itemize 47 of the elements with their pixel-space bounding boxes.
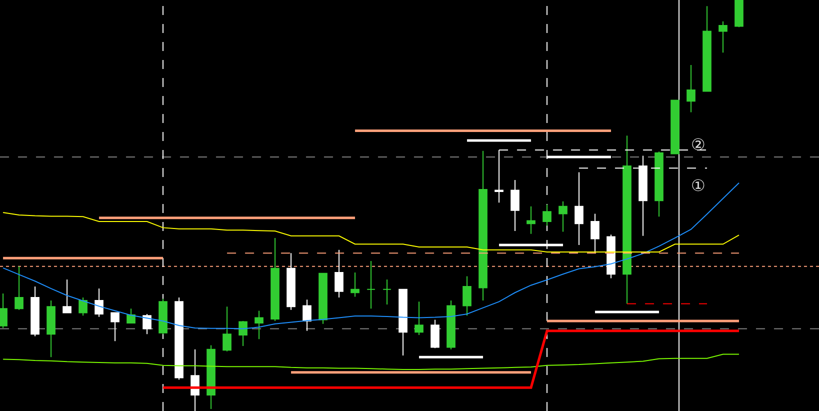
candlestick [510,180,520,232]
candlestick [382,278,392,306]
candlestick [94,288,104,318]
candlestick [590,213,600,254]
candlestick [478,150,488,301]
candlestick [606,234,616,279]
candlestick [734,0,744,28]
candlestick [158,298,168,335]
candlestick [526,206,536,234]
candlestick [542,204,552,226]
candlestick [190,348,200,411]
candlestick [14,266,24,310]
candlestick [78,297,88,316]
candlestick [62,278,72,314]
candlestick [206,344,216,410]
candlestick [238,320,248,347]
candlestick [574,172,584,246]
candlestick [30,286,40,337]
candlestick [334,249,344,298]
annotation: ① [691,176,706,195]
candlestick [462,276,472,316]
candlestick [0,292,8,328]
candlestick [302,299,312,332]
candlestick [702,6,712,92]
candlestick [414,301,424,336]
candlestick [254,310,264,340]
candlestick [350,272,360,298]
candlestick [622,135,632,304]
candlestick [398,288,408,356]
candlestick [718,20,728,54]
candlestick [222,306,232,352]
candlestick [126,308,136,324]
candlestick [142,314,152,335]
candlestick [318,272,328,324]
candlestick [446,300,456,350]
candlestick [558,200,568,232]
candlestick [110,312,120,342]
candlestick [174,297,184,380]
candlestick [670,100,680,154]
candlestick [286,252,296,310]
candlestick [686,64,696,113]
candlestick [270,237,280,322]
candlestick [654,151,664,218]
candlestick [366,260,376,310]
candlestick [46,300,56,358]
candlestick [430,319,440,349]
annotation: ② [691,135,706,154]
